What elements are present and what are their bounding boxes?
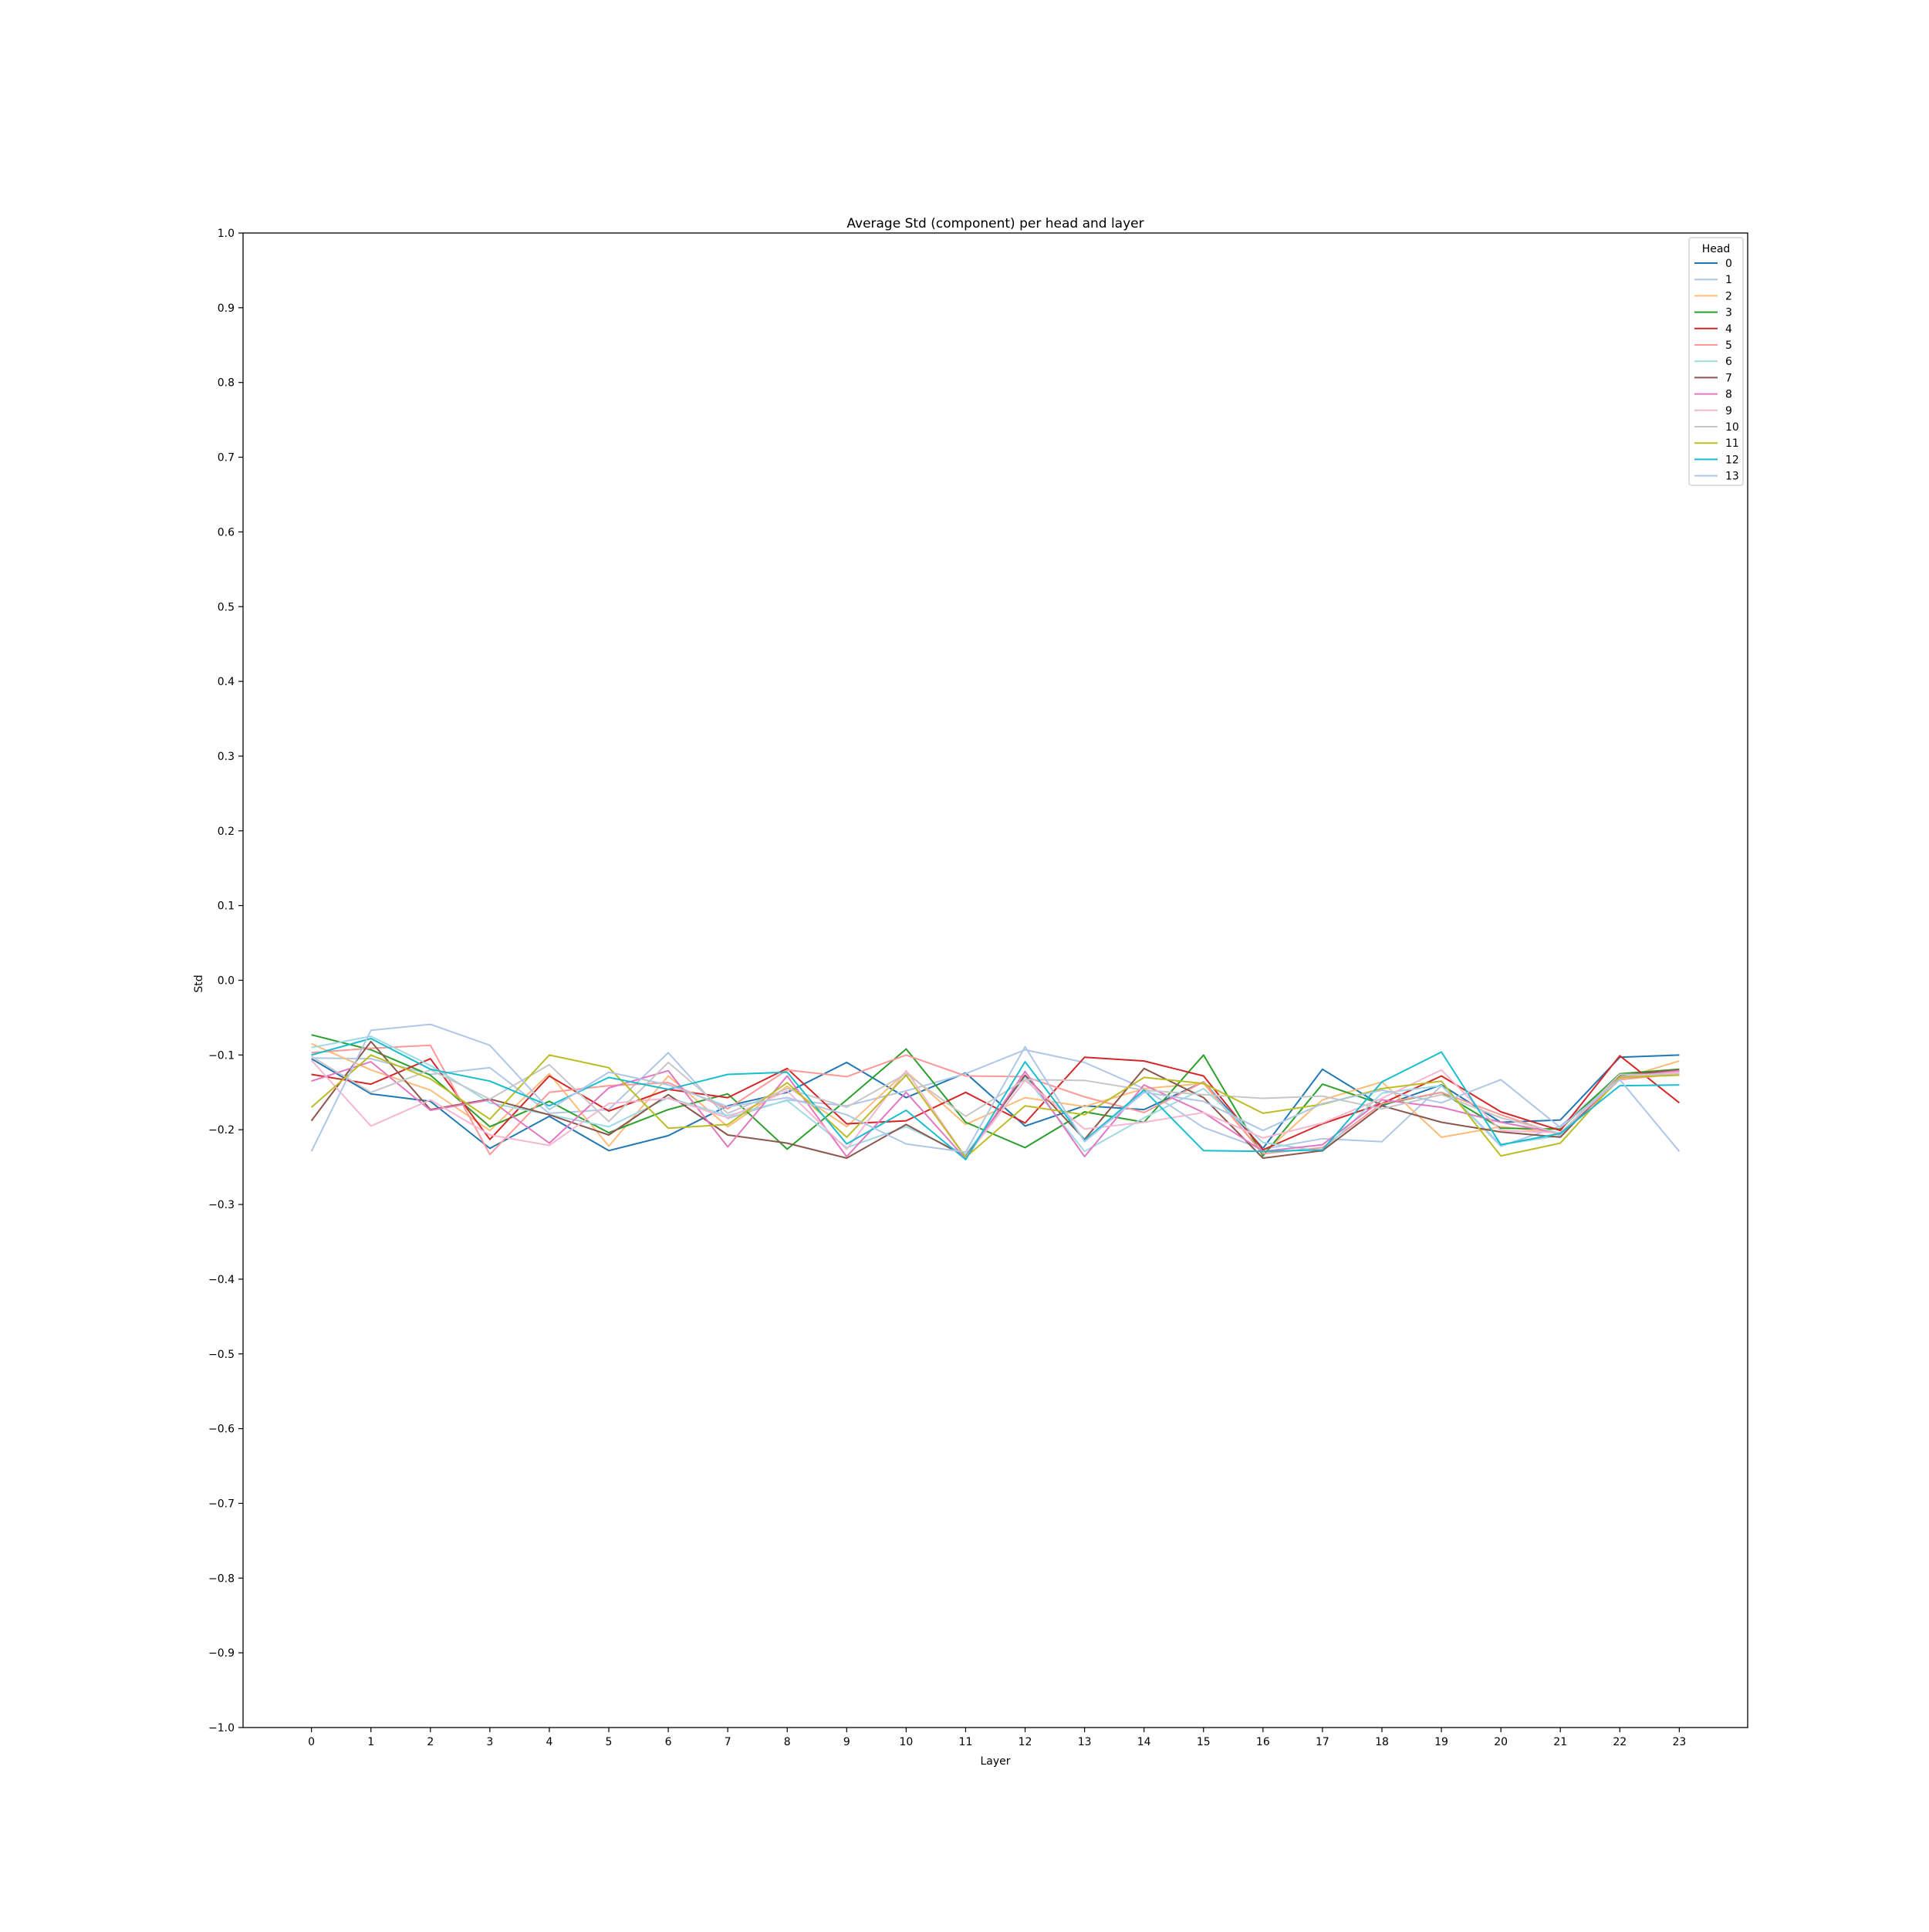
x-tick-label: 16 [1256,1736,1270,1748]
y-tick-label: −0.1 [208,1049,235,1062]
chart-title: Average Std (component) per head and lay… [846,216,1144,231]
x-tick-label: 1 [367,1736,374,1748]
x-tick-label: 9 [843,1736,850,1748]
y-tick-label: −0.8 [208,1572,235,1585]
y-tick-label: −0.4 [208,1274,235,1286]
x-tick-label: 8 [784,1736,791,1748]
legend-label: 8 [1725,389,1732,401]
y-tick-label: 0.6 [218,526,235,539]
x-tick-label: 12 [1019,1736,1032,1748]
y-tick-label: 0.5 [218,601,235,613]
x-axis-label: Layer [980,1755,1010,1768]
x-tick-label: 3 [486,1736,493,1748]
x-tick-label: 0 [308,1736,315,1748]
y-tick-label: 0.8 [218,377,235,390]
legend-label: 0 [1725,258,1732,270]
x-tick-label: 10 [899,1736,913,1748]
x-tick-label: 13 [1078,1736,1092,1748]
legend-label: 3 [1725,307,1732,319]
x-tick-label: 6 [665,1736,672,1748]
y-axis-label: Std [193,974,205,992]
x-tick-label: 5 [606,1736,613,1748]
x-tick-label: 19 [1434,1736,1448,1748]
y-tick-label: −0.5 [208,1349,235,1361]
legend-label: 10 [1725,421,1739,434]
legend-label: 4 [1725,323,1732,336]
x-tick-label: 18 [1375,1736,1389,1748]
y-tick-label: −0.2 [208,1124,235,1137]
y-tick-label: −1.0 [208,1722,235,1734]
x-tick-label: 11 [959,1736,973,1748]
y-tick-label: −0.3 [208,1199,235,1211]
legend-label: 7 [1725,372,1732,384]
x-tick-label: 22 [1613,1736,1627,1748]
x-tick-label: 21 [1553,1736,1567,1748]
y-tick-label: 0.3 [218,751,235,763]
x-tick-label: 23 [1672,1736,1686,1748]
y-tick-label: 0.0 [218,975,235,988]
x-tick-label: 7 [725,1736,731,1748]
y-tick-label: −0.7 [208,1498,235,1510]
y-tick-label: 1.0 [218,228,235,240]
x-tick-label: 20 [1494,1736,1508,1748]
y-tick-label: −0.9 [208,1647,235,1660]
legend-label: 11 [1725,437,1739,450]
legend-label: 6 [1725,356,1732,368]
x-tick-label: 2 [427,1736,434,1748]
y-tick-label: −0.6 [208,1424,235,1436]
y-tick-label: 0.2 [218,826,235,838]
legend-title: Head [1702,243,1731,255]
x-tick-label: 15 [1197,1736,1211,1748]
y-tick-label: 0.4 [218,676,235,688]
x-tick-label: 14 [1137,1736,1151,1748]
x-tick-label: 4 [546,1736,552,1748]
y-tick-label: 0.7 [218,452,235,464]
legend-label: 2 [1725,290,1732,302]
legend-label: 12 [1725,454,1739,466]
legend-label: 1 [1725,274,1732,286]
legend-label: 5 [1725,339,1732,352]
legend-label: 9 [1725,405,1732,417]
y-tick-label: 0.9 [218,302,235,315]
legend-label: 13 [1725,471,1739,483]
y-tick-label: 0.1 [218,900,235,913]
x-tick-label: 17 [1316,1736,1329,1748]
